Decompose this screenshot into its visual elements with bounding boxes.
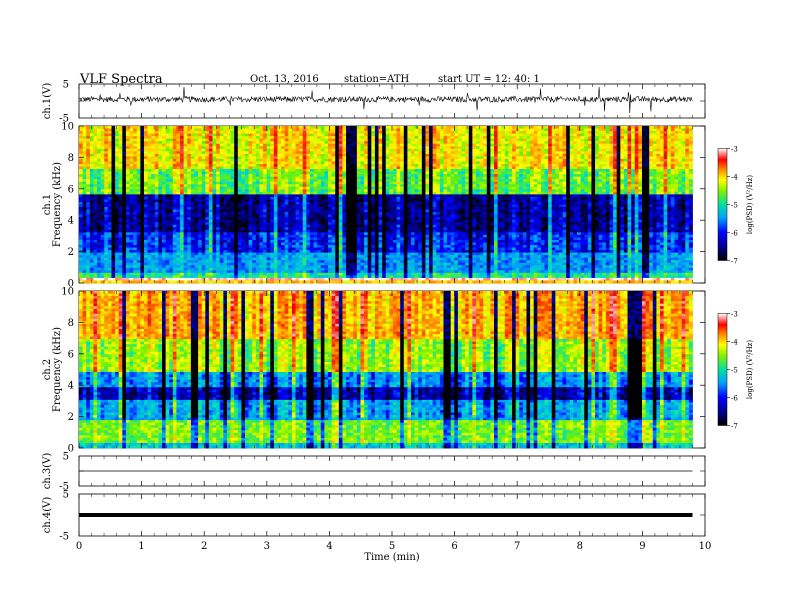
x-tick-label: 7 [514, 541, 520, 552]
ch1-spectrogram [79, 126, 693, 283]
x-tick-label: 4 [326, 541, 332, 552]
ch1-waveform-line [79, 87, 693, 113]
colorbar-tick-label: -6 [731, 395, 738, 403]
y-axis-label: Frequency (kHz) [52, 327, 63, 412]
x-tick-label: 9 [639, 541, 645, 552]
y-axis-label: ch.1(V) [42, 83, 53, 120]
y-tick-label: 2 [68, 412, 74, 423]
colorbar [718, 149, 727, 261]
vlf-spectra-figure: 5-5ch.1(V)0246810ch.1 Frequency (kHz)-3-4… [0, 0, 792, 612]
colorbar-tick-label: -3 [731, 146, 738, 154]
y-tick-label: -5 [59, 532, 69, 543]
colorbar-tick-label: -4 [731, 339, 738, 347]
y-tick-label: 10 [61, 122, 74, 133]
colorbar-tick-label: -7 [731, 423, 738, 431]
x-tick-label: 10 [699, 541, 712, 552]
y-tick-label: 8 [68, 318, 74, 329]
x-axis-label: Time (min) [364, 552, 419, 563]
y-tick-label: 4 [68, 216, 74, 227]
y-tick-label: 10 [61, 287, 74, 298]
x-tick-label: 2 [201, 541, 207, 552]
x-tick-label: 6 [451, 541, 457, 552]
y-tick-label: 5 [63, 80, 69, 91]
x-tick-label: 3 [264, 541, 270, 552]
y-tick-label: 2 [68, 247, 74, 258]
y-axis-label: ch.4(V) [42, 497, 53, 534]
y-axis-label: Frequency (kHz) [52, 162, 63, 247]
colorbar [718, 314, 727, 426]
y-tick-label: 4 [68, 381, 74, 392]
y-tick-label: 8 [68, 153, 74, 164]
x-tick-label: 8 [577, 541, 583, 552]
colorbar-tick-label: -6 [731, 230, 738, 238]
colorbar-tick-label: -5 [731, 202, 738, 210]
colorbar-tick-label: -4 [731, 174, 738, 182]
y-axis-label: ch.3(V) [42, 453, 53, 490]
colorbar-tick-label: -3 [731, 311, 738, 319]
y-tick-label: 6 [68, 184, 74, 195]
colorbar-label: log(PSD) (V²/Hz) [746, 175, 754, 234]
x-tick-label: 0 [76, 541, 82, 552]
x-tick-label: 1 [138, 541, 144, 552]
y-tick-label: 6 [68, 349, 74, 360]
y-tick-label: 5 [63, 452, 69, 463]
x-tick-label: 5 [389, 541, 395, 552]
y-tick-label: 5 [63, 490, 69, 501]
colorbar-tick-label: -5 [731, 367, 738, 375]
colorbar-label: log(PSD) (V²/Hz) [746, 340, 754, 399]
ch2-spectrogram [79, 291, 693, 448]
colorbar-tick-label: -7 [731, 258, 738, 266]
